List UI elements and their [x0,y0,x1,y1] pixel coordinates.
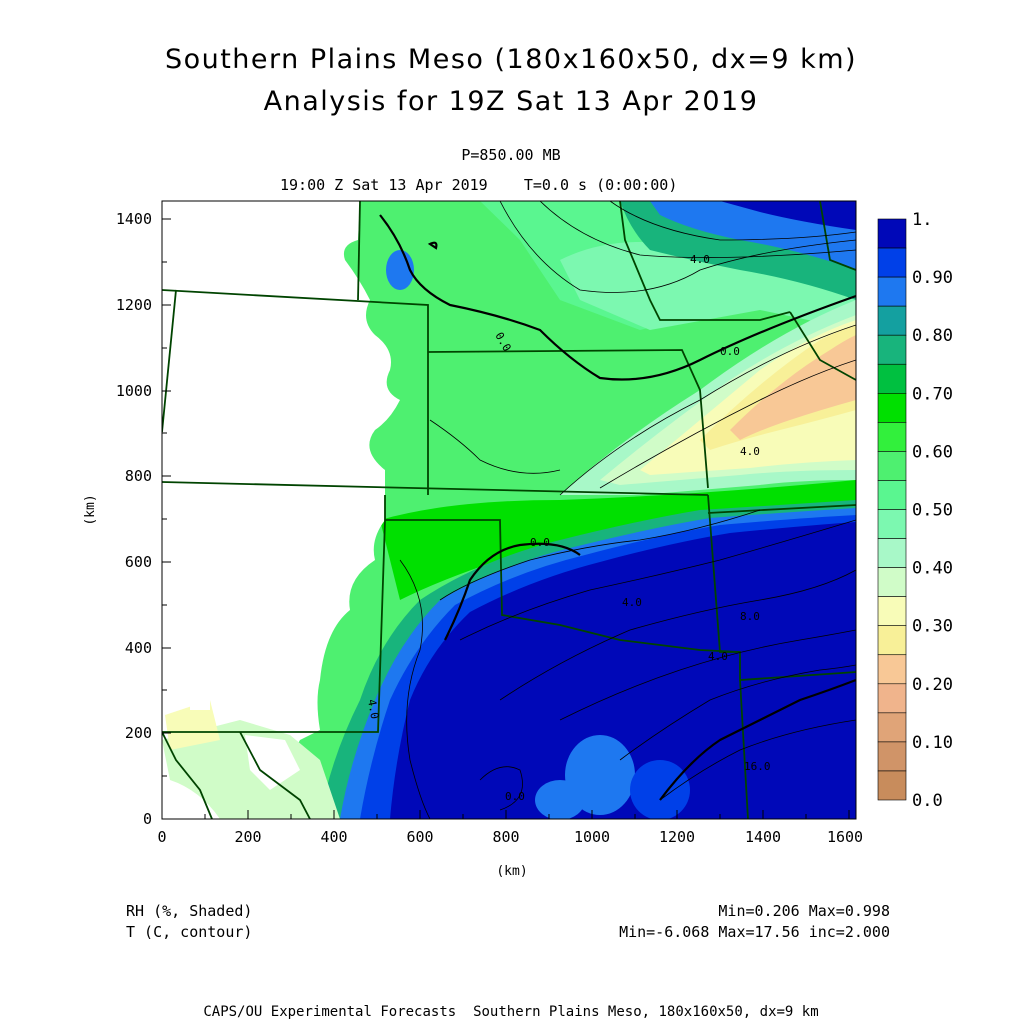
colorbar-swatch [877,770,907,801]
colorbar-label: 0.90 [912,268,953,288]
x-tick-label: 600 [406,828,433,846]
colorbar-swatch [877,334,907,365]
colorbar-label: 0.70 [912,384,953,404]
contour-label: 4.0 [708,650,728,663]
y-tick-label: 1200 [116,296,152,314]
colorbar-label: 1. [912,210,932,230]
y-tick-label: 400 [125,639,152,657]
colorbar-labels: 1. 0.90 0.80 0.70 0.60 0.50 0.40 0.30 0.20 0.10 0.… [912,210,953,811]
colorbar-swatch [877,363,907,394]
x-tick-label: 800 [492,828,519,846]
colorbar-swatch [877,538,907,568]
colorbar-label: 0.50 [912,501,953,521]
x-tick-label: 400 [320,828,347,846]
colorbar-swatch [877,305,907,336]
y-tick-label: 1400 [116,210,152,228]
y-tick-label: 800 [125,467,152,485]
colorbar-swatch [877,596,907,627]
colorbar-swatch [877,276,907,307]
colorbar-label: 0.20 [912,675,953,695]
colorbar-label: 0.10 [912,733,953,753]
contour-label: 8.0 [740,610,760,623]
chart-subtitle: Analysis for 19Z Sat 13 Apr 2019 [263,86,759,117]
x-tick-label: 1000 [574,828,610,846]
x-axis-label: (km) [496,864,527,879]
y-tick-label: 600 [125,553,152,571]
y-axis-label: (km) [83,494,98,525]
y-tick-label: 1000 [116,382,152,400]
plot-frame [161,200,857,820]
zero-degree-contour [379,214,856,801]
colorbar-label: 0.30 [912,617,953,637]
contour-label: 4.0 [740,445,760,458]
y-tick-label: 200 [125,724,152,742]
x-tick-label: 0 [157,828,166,846]
y-tick-labels: 0 200 400 600 800 1000 1200 1400 [116,210,152,828]
contour-label: 4.0 [365,698,381,720]
colorbar-swatch [877,625,907,656]
x-tick-label: 1200 [659,828,695,846]
legend-contour: T (C, contour) [126,923,253,941]
pressure-level: P=850.00 MB [461,146,561,164]
colorbar [877,218,907,801]
chart-title: Southern Plains Meso (180x160x50, dx=9 k… [164,44,858,75]
colorbar-swatch [877,712,907,743]
contour-minmax: Min=-6.068 Max=17.56 inc=2.000 [619,923,890,941]
axis-ticks [161,218,850,820]
colorbar-swatch [877,567,907,597]
colorbar-label: 0.0 [912,791,943,811]
contour-label: 0.0 [505,790,525,803]
x-tick-label: 1400 [745,828,781,846]
footer-credit: CAPS/OU Experimental Forecasts Southern … [203,1004,819,1020]
x-tick-label: 1600 [827,828,863,846]
colorbar-swatch [877,247,907,278]
contour-label: 0.0 [720,345,740,358]
contour-label: 16.0 [744,760,771,773]
colorbar-swatch [877,422,907,452]
colorbar-swatch [877,654,907,685]
colorbar-swatch [877,451,907,481]
y-tick-label: 0 [143,810,152,828]
state-boundaries [162,201,856,819]
x-tick-label: 200 [234,828,261,846]
contour-label: 4.0 [622,596,642,609]
colorbar-swatch [877,480,907,510]
contour-label: 4.0 [690,253,710,266]
colorbar-swatch [877,683,907,714]
colorbar-label: 0.80 [912,326,953,346]
colorbar-swatch [877,509,907,539]
colorbar-label: 0.40 [912,559,953,579]
colorbar-label: 0.60 [912,442,953,462]
colorbar-swatch [877,392,907,423]
rh-shading [162,201,856,819]
contour-label: 0.0 [530,536,550,549]
contour-labels: 4.0 0.0 0.0 4.0 0.0 4.0 8.0 4.0 16.0 4.0… [365,253,770,803]
legend-shaded: RH (%, Shaded) [126,902,253,920]
colorbar-swatch [877,741,907,772]
shaded-minmax: Min=0.206 Max=0.998 [718,902,890,920]
colorbar-swatch [877,218,907,249]
valid-time: 19:00 Z Sat 13 Apr 2019 T=0.0 s (0:00:00… [280,176,678,194]
x-tick-labels: 0 200 400 600 800 1000 1200 1400 1600 [157,828,863,846]
temperature-contours [399,201,856,819]
